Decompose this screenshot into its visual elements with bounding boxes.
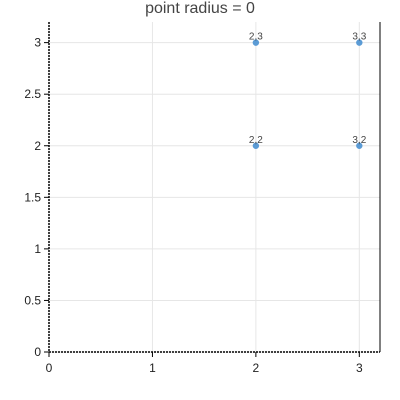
y-tick-label: 0 xyxy=(34,345,41,359)
y-tick-label: 1 xyxy=(34,242,41,256)
point-label: 2,2 xyxy=(249,135,263,146)
data-point xyxy=(356,39,363,46)
y-tick-label: 2.5 xyxy=(24,87,41,101)
point-label: 3,2 xyxy=(352,135,366,146)
y-tick-label: 0.5 xyxy=(24,293,41,307)
data-point xyxy=(252,142,260,149)
y-tick-label: 3 xyxy=(34,36,41,50)
data-point xyxy=(252,39,260,46)
x-tick-label: 1 xyxy=(149,361,156,375)
point-label: 3,3 xyxy=(352,32,366,43)
x-tick-label: 0 xyxy=(46,361,53,375)
chart-title: point radius = 0 xyxy=(145,0,255,17)
data-point xyxy=(356,142,363,149)
x-tick-label: 3 xyxy=(356,361,363,375)
point-label: 2,3 xyxy=(249,32,263,43)
x-tick-label: 2 xyxy=(253,361,260,375)
y-tick-label: 1.5 xyxy=(24,190,41,204)
y-tick-label: 2 xyxy=(34,139,41,153)
